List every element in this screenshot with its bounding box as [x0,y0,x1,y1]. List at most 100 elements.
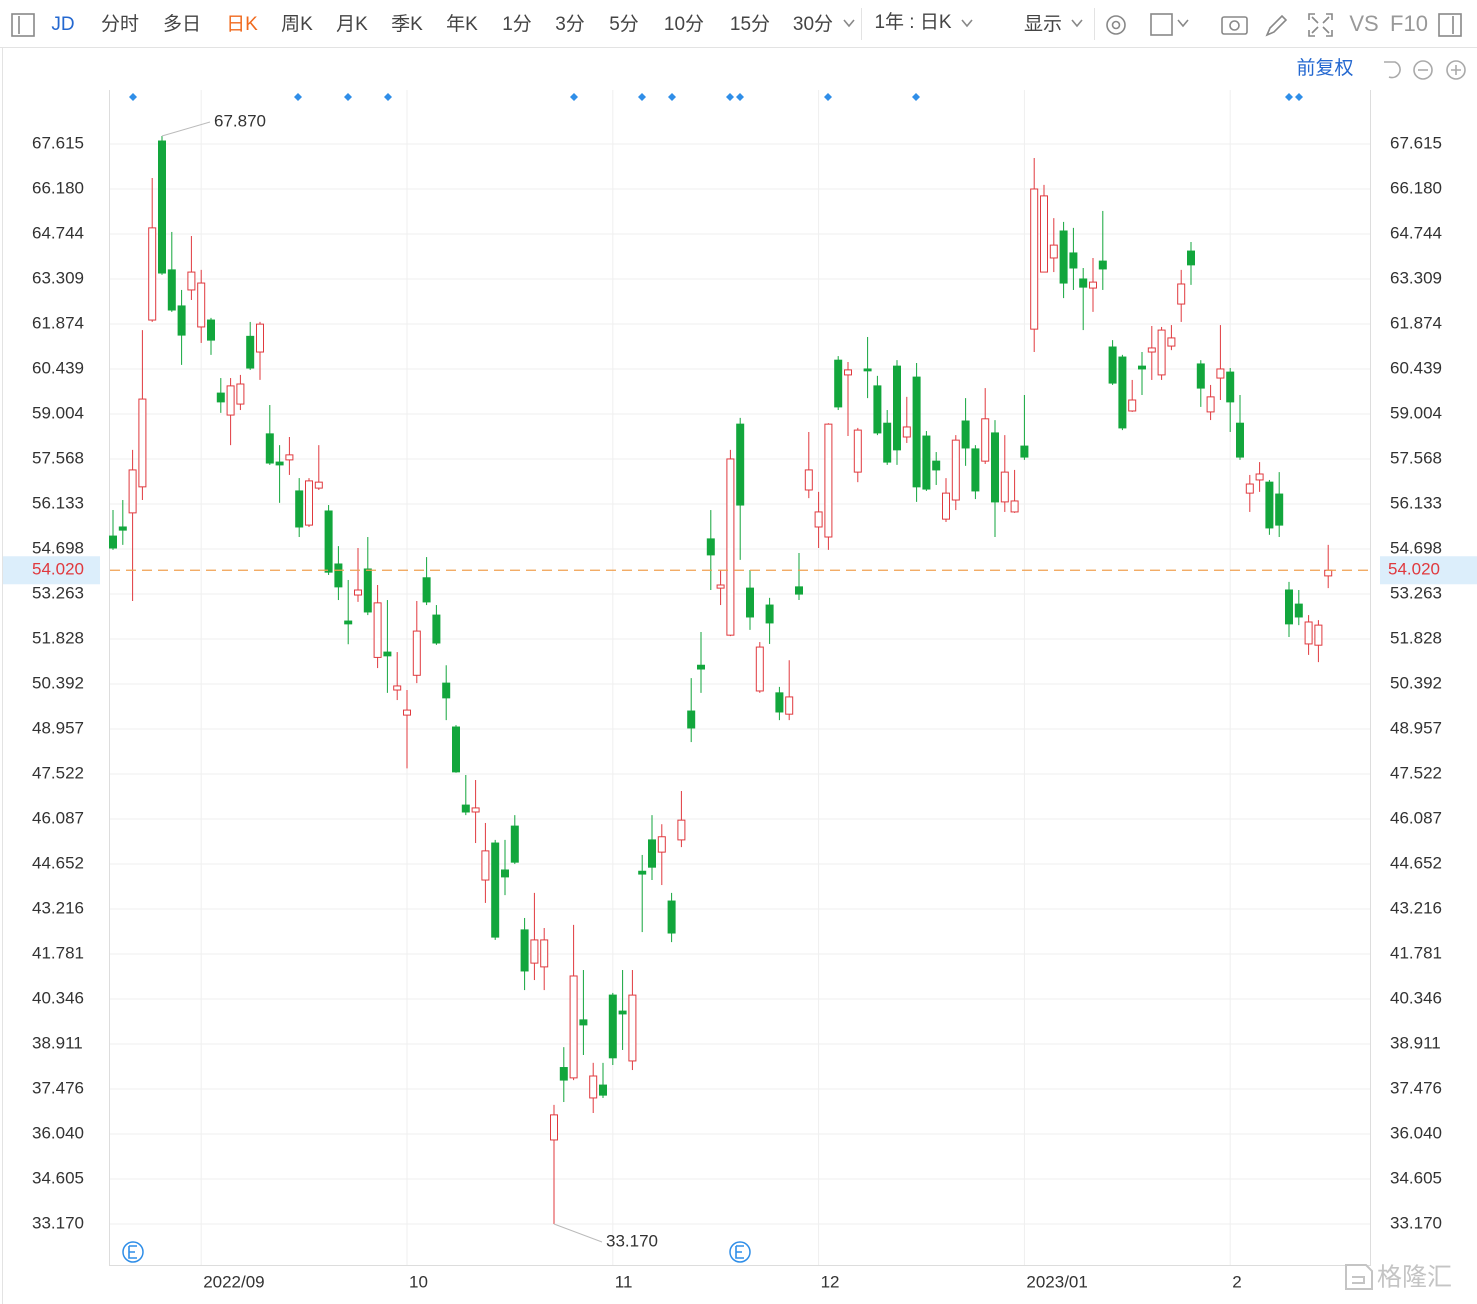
candle-body [422,577,431,603]
y-tick-label: 41.781 [32,943,84,962]
f10-button[interactable]: F10 [1390,11,1428,36]
candle-body [442,682,451,699]
candle-body [902,426,911,438]
period-tab[interactable]: 15分 [730,13,770,35]
period-tab[interactable]: 1分 [502,13,532,35]
candle-body [305,480,313,526]
candle-body [648,839,656,868]
settings-icon[interactable] [1106,15,1126,35]
period-tab[interactable]: 多日 [163,13,201,35]
candle-body [520,929,529,972]
annotation-leader [161,121,211,137]
period-tab-active[interactable]: 日K [226,14,258,35]
candle-body [1069,252,1078,269]
candle-body [354,589,362,596]
y-tick-label-right: 56.133 [1390,493,1442,512]
candle-body [501,869,509,878]
candle-body [1098,260,1107,270]
candle-body [491,842,500,938]
y-tick-label: 57.568 [32,448,84,467]
candle-body [1128,399,1137,412]
y-tick-label: 47.522 [32,763,84,782]
candle-body [1285,589,1293,625]
candle-body [1314,624,1323,646]
y-tick-label: 36.040 [32,1123,84,1142]
candle-body [961,420,970,449]
period-tab[interactable]: 30分 [793,13,833,35]
y-tick-label-right: 51.828 [1390,628,1442,647]
adjust-mode[interactable]: 前复权 [1296,57,1353,79]
candle-body [942,492,950,520]
period-tab[interactable]: 10分 [664,13,704,35]
labels: 67.615 67.615 66.180 66.180 64.744 64.744 63.3… [3,111,1477,1291]
period-tab[interactable]: 季K [391,13,423,35]
period-tab[interactable]: 5分 [609,13,639,35]
candle-body [197,282,206,328]
candle-body [1000,471,1009,503]
zoom-in[interactable] [1446,60,1466,80]
candle-body [618,1010,627,1015]
x-tick-label: 11 [615,1272,633,1291]
candle-body [1108,346,1117,384]
candle-body [295,490,304,528]
sidebar-toggle[interactable] [11,13,35,37]
candle-body [118,526,127,531]
candle-body [177,305,186,336]
zoom-in-plus [1451,65,1461,75]
symbol[interactable]: JD [51,14,74,35]
y-tick-label: 63.309 [32,268,84,287]
candle-body [667,900,676,934]
period-tab[interactable]: 周K [281,14,313,35]
y-tick-label: 33.170 [32,1213,84,1232]
candle-body [1138,365,1146,370]
camera-lens [1229,20,1240,31]
y-tick-label: 51.828 [32,628,84,647]
panel-toggle[interactable] [1438,13,1462,37]
candle-body [256,323,264,353]
x-tick-label: 2022/09 [203,1272,264,1291]
candle-body [795,586,803,595]
period-tab[interactable]: 分时 [101,13,139,35]
candle-body [471,807,480,813]
candle-body [1167,337,1176,347]
pencil-icon[interactable] [1265,14,1288,37]
candle-body [1275,493,1284,526]
y-tick-label: 50.392 [32,673,84,692]
watermark: 格隆汇 [1377,1264,1452,1292]
period-tab[interactable]: 年K [446,13,478,35]
display-menu[interactable]: 显示 [1024,14,1062,35]
y-tick-label-right: 59.004 [1390,403,1442,422]
candle-body [432,614,441,644]
zoom-out[interactable] [1413,60,1433,80]
range-select[interactable]: 1年 : 日K [874,11,951,33]
candle-body [981,418,990,462]
candle-body [1187,250,1195,266]
period-tab[interactable]: 3分 [555,13,585,35]
fullscreen-icon[interactable] [1308,13,1333,37]
y-tick-label-right: 60.439 [1390,358,1442,377]
candle-body [1324,569,1333,577]
y-tick-label-right: 43.216 [1390,898,1442,917]
candle-body [863,368,872,372]
y-tick-label: 34.605 [32,1168,84,1187]
y-tick-label-right: 66.180 [1390,178,1442,197]
candle-body [873,385,882,434]
y-tick-label-right: 61.874 [1390,313,1442,332]
y-tick-label: 64.744 [32,223,84,242]
period-tab[interactable]: 月K [336,14,368,35]
vs-button[interactable]: VS [1349,11,1378,36]
drawing-box-icon[interactable] [1150,13,1173,36]
y-tick-label-right: 63.309 [1390,268,1442,287]
y-tick-label: 43.216 [32,898,84,917]
y-tick-label: 37.476 [32,1078,84,1097]
y-tick-label: 46.087 [32,808,84,827]
camera-icon[interactable] [1221,16,1248,35]
candle-body [481,850,490,881]
undo-icon[interactable] [1384,61,1401,79]
earnings-glyph [128,1245,137,1259]
candle-body [1265,481,1274,529]
candle-body [1157,329,1166,376]
candle-body [412,630,421,676]
